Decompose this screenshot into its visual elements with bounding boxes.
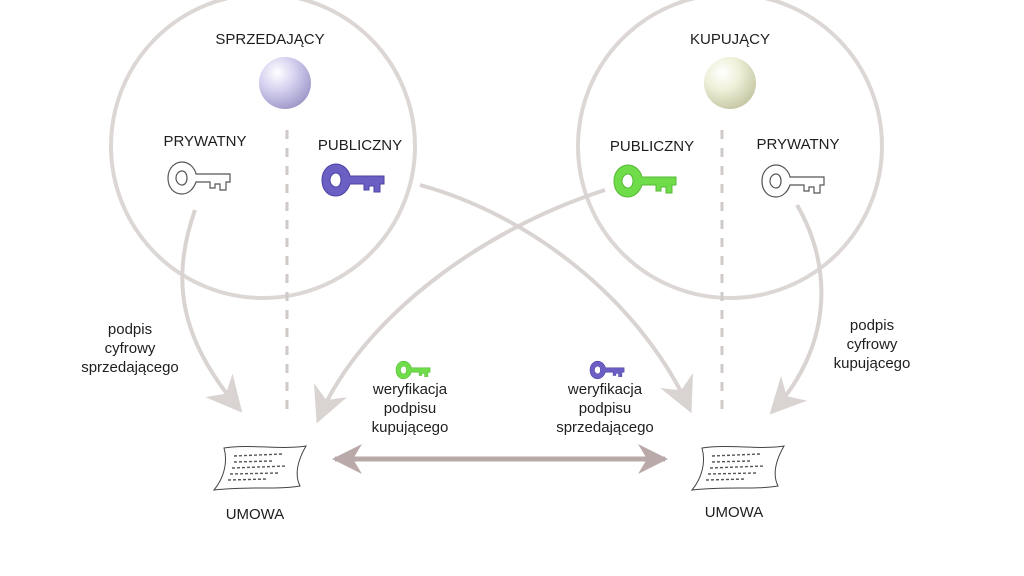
verify-buyer-line-3: kupującego <box>371 419 449 436</box>
buyer-public-key-label: PUBLICZNY <box>609 138 695 155</box>
buyer-sphere-icon <box>704 57 756 109</box>
buyer-signature-line-3: kupującego <box>833 355 911 372</box>
verify-seller-signature-label: weryfikacja podpisu sprzedającego <box>543 380 667 437</box>
buyer-public-key-icon <box>613 164 677 198</box>
verify-buyer-line-1: weryfikacja <box>372 381 448 398</box>
contract-left-icon <box>213 445 307 491</box>
buyer-title: KUPUJĄCY <box>689 31 771 48</box>
contract-left-label: UMOWA <box>225 506 285 523</box>
buyer-signature-line-2: cyfrowy <box>846 336 898 353</box>
verify-seller-key-icon <box>589 360 625 380</box>
seller-public-key-label: PUBLICZNY <box>317 137 403 154</box>
seller-sphere-icon <box>259 57 311 109</box>
verify-buyer-signature-label: weryfikacja podpisu kupującego <box>348 380 472 437</box>
seller-signature-line-2: cyfrowy <box>104 340 156 357</box>
verify-seller-line-3: sprzedającego <box>556 419 654 436</box>
seller-title: SPRZEDAJĄCY <box>215 31 325 48</box>
verify-buyer-line-2: podpisu <box>383 400 437 417</box>
seller-signature-line-3: sprzedającego <box>81 359 179 376</box>
buyer-signature-line-1: podpis <box>849 317 895 334</box>
seller-signature-label: podpis cyfrowy sprzedającego <box>70 320 190 377</box>
seller-circle <box>109 0 417 300</box>
contract-right-icon <box>691 445 785 491</box>
seller-private-key-icon <box>167 161 231 195</box>
seller-public-key-icon <box>321 163 385 197</box>
buyer-signature-arrow <box>769 203 824 415</box>
buyer-public-key-arrow <box>313 188 606 424</box>
verify-seller-line-1: weryfikacja <box>567 381 643 398</box>
verify-buyer-key-icon <box>395 360 431 380</box>
buyer-circle <box>576 0 884 300</box>
seller-public-key-arrow <box>419 183 693 414</box>
verify-seller-line-2: podpisu <box>578 400 632 417</box>
seller-private-key-label: PRYWATNY <box>163 133 247 150</box>
buyer-private-key-label: PRYWATNY <box>756 136 840 153</box>
seller-signature-line-1: podpis <box>107 321 153 338</box>
seller-signature-arrow <box>180 209 243 413</box>
buyer-private-key-icon <box>761 164 825 198</box>
buyer-signature-label: podpis cyfrowy kupującego <box>812 316 932 373</box>
contract-right-label: UMOWA <box>704 504 764 521</box>
